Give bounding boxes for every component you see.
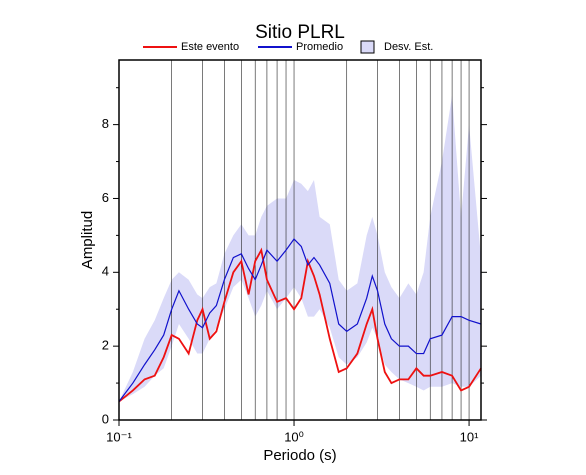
y-axis-label: Amplitud [79, 211, 96, 269]
legend-swatch [360, 40, 375, 54]
x-tick-label: 10⁰ [284, 429, 304, 444]
y-tick-label: 8 [102, 116, 109, 131]
series-line [118, 238, 482, 402]
y-tick-label: 6 [102, 190, 109, 205]
series-line [118, 247, 482, 403]
legend-label: Desv. Est. [384, 41, 433, 53]
plot-frame [118, 59, 482, 421]
std-band [119, 95, 481, 402]
y-tick-label: 0 [102, 411, 109, 426]
x-axis-label: Periodo (s) [263, 447, 336, 464]
x-tick-label: 10¹ [460, 429, 479, 444]
legend-label: Promedio [296, 41, 343, 53]
chart-title: Sitio PLRL [255, 22, 345, 43]
legend-label: Este evento [181, 41, 239, 53]
y-tick-label: 4 [102, 264, 109, 279]
y-tick-label: 2 [102, 338, 109, 353]
x-tick-label: 10⁻¹ [106, 429, 132, 444]
